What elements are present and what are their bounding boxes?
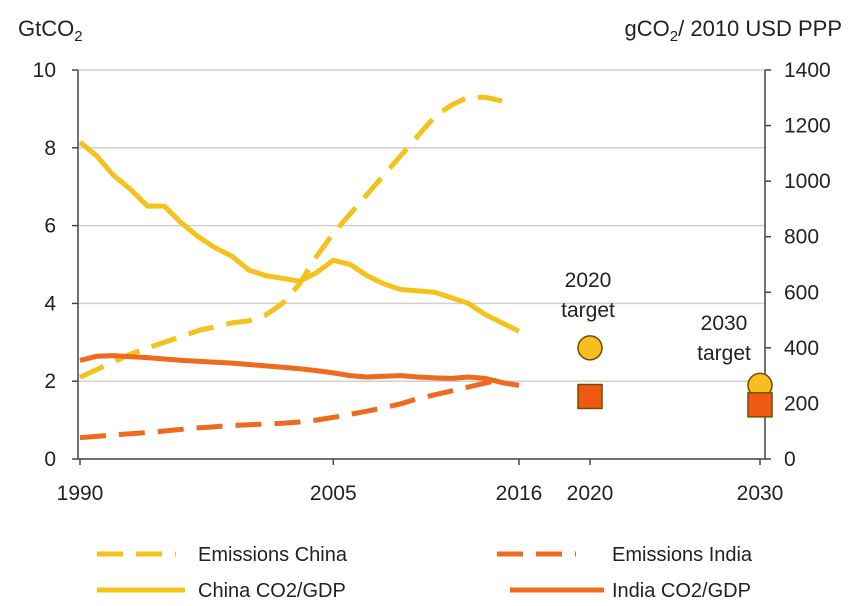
left-tick-label-4: 8 bbox=[44, 137, 56, 160]
right-tick-label-5: 1000 bbox=[784, 170, 831, 193]
target-markers bbox=[577, 335, 773, 418]
left-tick-label-1: 2 bbox=[44, 370, 56, 393]
series-line-emissions-china bbox=[78, 94, 503, 380]
x-tick-label-2: 2016 bbox=[496, 482, 543, 505]
left-tick-label-0: 0 bbox=[44, 448, 56, 471]
right-tick-label-0: 0 bbox=[784, 448, 796, 471]
left-tick-label-5: 10 bbox=[33, 59, 56, 82]
target-2030-label-year: 2030 bbox=[701, 312, 748, 335]
left-axis-unit-label: GtCO2 bbox=[18, 16, 83, 45]
x-tick-label-4: 2030 bbox=[737, 482, 784, 505]
series-line-emissions-india bbox=[79, 376, 503, 441]
legend: Emissions China Emissions India China CO… bbox=[97, 544, 753, 602]
right-tick-label-4: 800 bbox=[784, 226, 819, 249]
right-tick-label-6: 1200 bbox=[784, 115, 831, 138]
series-line-india-co2-gdp bbox=[79, 353, 520, 388]
right-tick-label-2: 400 bbox=[784, 337, 819, 360]
right-axis-ticks: 0 200 400 600 800 1000 1200 1400 bbox=[765, 59, 831, 471]
right-axis-unit-label: gCO2/ 2010 USD PPP bbox=[625, 16, 842, 45]
series-lines bbox=[78, 94, 521, 441]
legend-label-emissions-china: Emissions China bbox=[198, 544, 348, 566]
right-tick-label-1: 200 bbox=[784, 392, 819, 415]
x-axis-ticks: 1990 2005 2016 2020 2030 bbox=[57, 459, 784, 505]
left-axis-ticks: 0 2 4 6 8 10 bbox=[33, 59, 78, 471]
x-tick-label-1: 2005 bbox=[310, 482, 357, 505]
series-line-china-co2-gdp bbox=[78, 140, 521, 334]
legend-label-china-co2-gdp: China CO2/GDP bbox=[198, 580, 346, 602]
legend-label-emissions-india: Emissions India bbox=[612, 544, 753, 566]
right-tick-label-3: 600 bbox=[784, 281, 819, 304]
target-2020-china-marker bbox=[577, 335, 603, 361]
target-2030-label-word: target bbox=[697, 342, 751, 365]
target-2020-label-year: 2020 bbox=[565, 269, 612, 292]
target-2030-india-marker bbox=[747, 392, 773, 418]
target-2020-india-marker bbox=[577, 383, 603, 410]
left-tick-label-2: 4 bbox=[44, 292, 56, 315]
x-tick-label-3: 2020 bbox=[567, 482, 614, 505]
target-2020-label-word: target bbox=[561, 299, 615, 322]
legend-label-india-co2-gdp: India CO2/GDP bbox=[612, 580, 751, 602]
gridlines bbox=[78, 69, 765, 382]
right-tick-label-7: 1400 bbox=[784, 59, 831, 82]
left-tick-label-3: 6 bbox=[44, 215, 56, 238]
x-tick-label-0: 1990 bbox=[57, 482, 104, 505]
